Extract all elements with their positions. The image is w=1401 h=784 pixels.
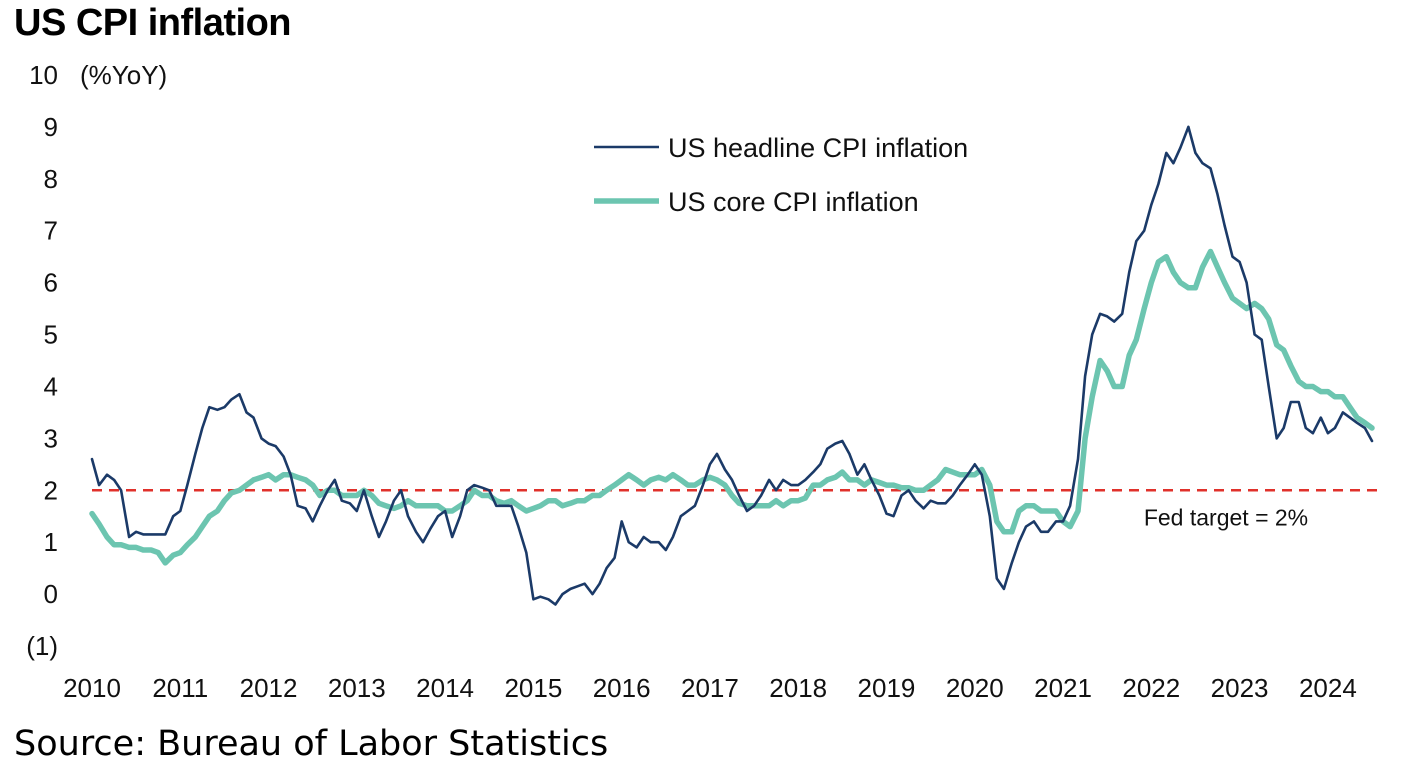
y-tick-label: 9 [44, 112, 58, 142]
fed-target-label: Fed target = 2% [1144, 504, 1308, 530]
y-tick-label: (1) [26, 631, 58, 661]
x-tick-label: 2010 [63, 673, 121, 703]
core-cpi-line [89, 248, 1375, 566]
y-axis-ticks: (1) 0 1 2 3 4 5 6 7 8 9 10 [26, 60, 58, 661]
x-tick-label: 2015 [504, 673, 562, 703]
x-tick-label: 2014 [416, 673, 474, 703]
y-axis-unit-label: (%YoY) [80, 60, 167, 90]
legend-headline-label: US headline CPI inflation [668, 133, 968, 163]
x-tick-label: 2011 [152, 673, 208, 703]
y-tick-label: 2 [44, 475, 58, 505]
x-tick-label: 2016 [593, 673, 651, 703]
x-tick-label: 2020 [946, 673, 1004, 703]
x-axis-ticks: 2010 2011 2012 2013 2014 2015 2016 2017 2018 2019… [63, 673, 1357, 703]
source-note: Source: Bureau of Labor Statistics [14, 724, 609, 764]
x-tick-label: 2017 [681, 673, 739, 703]
y-tick-label: 5 [44, 320, 58, 350]
series-lines [89, 125, 1375, 606]
y-tick-label: 4 [44, 371, 58, 401]
x-tick-label: 2022 [1122, 673, 1180, 703]
x-tick-label: 2023 [1211, 673, 1269, 703]
headline-cpi-line [90, 125, 1374, 606]
y-tick-label: 10 [29, 60, 58, 90]
legend: US headline CPI inflation US core CPI inf… [594, 133, 968, 217]
y-tick-label: 7 [44, 216, 58, 246]
chart-title: US CPI inflation [14, 2, 292, 44]
x-tick-label: 2013 [328, 673, 386, 703]
reference-lines: Fed target = 2% [92, 489, 1380, 530]
y-tick-label: 3 [44, 423, 58, 453]
y-tick-label: 1 [44, 527, 58, 557]
x-tick-label: 2021 [1034, 673, 1092, 703]
x-tick-label: 2018 [769, 673, 827, 703]
x-tick-label: 2019 [858, 673, 916, 703]
y-tick-label: 8 [44, 164, 58, 194]
x-tick-label: 2012 [240, 673, 298, 703]
y-tick-label: 0 [44, 579, 58, 609]
y-tick-label: 6 [44, 268, 58, 298]
x-tick-label: 2024 [1299, 673, 1357, 703]
legend-core-label: US core CPI inflation [668, 187, 919, 217]
